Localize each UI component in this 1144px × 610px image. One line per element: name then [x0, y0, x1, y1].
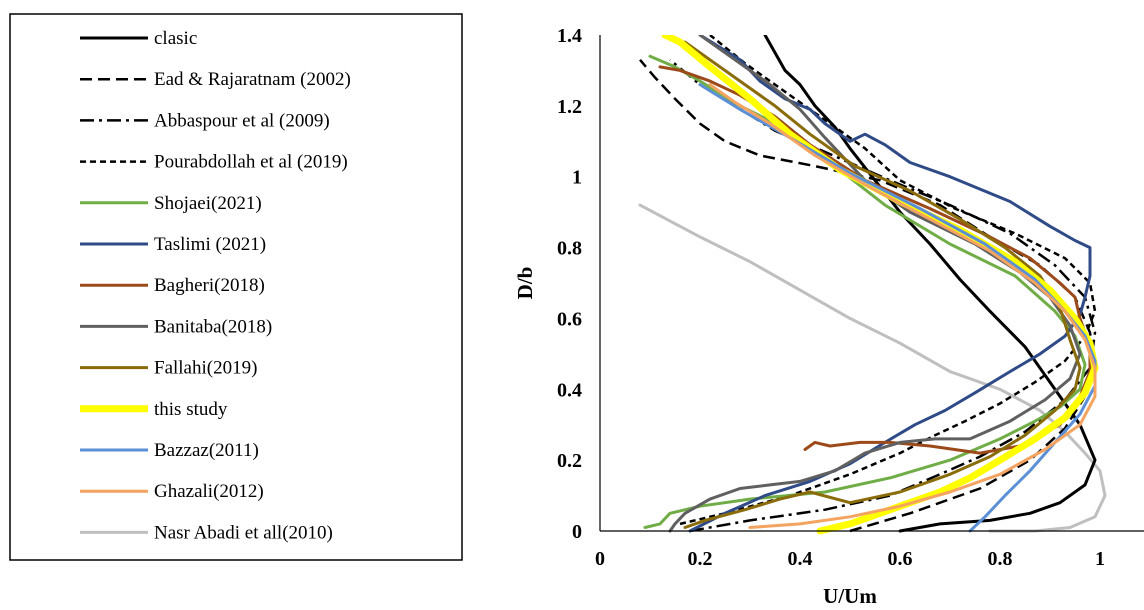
y-tick-label: 1 — [572, 167, 582, 189]
x-tick-label: 0.6 — [888, 548, 913, 570]
y-tick-label: 0.6 — [557, 308, 582, 330]
legend-item: Shojaei(2021) — [80, 193, 262, 214]
legend-label: this study — [154, 399, 228, 420]
series-line-7 — [658, 65, 1092, 455]
x-ticks: 0 0.2 0.4 0.6 0.8 1 — [595, 548, 1105, 570]
x-tick-label: 1 — [1095, 548, 1105, 570]
y-tick-label: 0.8 — [557, 238, 582, 260]
series-line-9 — [683, 40, 1082, 529]
x-tick-label: 0.2 — [688, 548, 713, 570]
series-line-8 — [668, 35, 1082, 533]
legend-item: Ead & Rajaratnam (2002) — [80, 69, 351, 90]
legend-item: this study — [80, 399, 228, 420]
y-ticks: 0 0.2 0.4 0.6 0.8 1 1.2 1.4 — [557, 25, 582, 543]
y-axis-title: D/b — [513, 267, 537, 300]
legend-label: Shojaei(2021) — [154, 193, 262, 214]
series-line-6 — [688, 35, 1092, 533]
legend-label: Banitaba(2018) — [154, 316, 272, 337]
y-tick-label: 0 — [572, 521, 582, 543]
series-line-4 — [679, 35, 1097, 526]
x-tick-label: 0.8 — [988, 548, 1013, 570]
series-line-3 — [669, 58, 1097, 533]
x-tick-label: 0 — [595, 548, 605, 570]
legend-label: Ead & Rajaratnam (2002) — [154, 69, 351, 90]
legend-item: Bagheri(2018) — [80, 275, 265, 296]
legend-label: Ghazali(2012) — [154, 481, 264, 502]
y-tick-label: 1.4 — [557, 25, 582, 47]
y-tick-label: 0.2 — [557, 450, 582, 472]
legend-label: Bazzaz(2011) — [154, 440, 259, 461]
series-line-1 — [763, 35, 1097, 533]
legend-border — [9, 13, 463, 561]
x-axis-title: U/Um — [823, 584, 877, 608]
legend-label: Fallahi(2019) — [154, 358, 257, 379]
legend-label: Abbaspour et al (2009) — [154, 110, 330, 131]
legend-item: Nasr Abadi et all(2010) — [80, 522, 333, 543]
legend-label: clasic — [154, 28, 197, 49]
series-line-10 — [661, 35, 1099, 535]
legend-items: clasic Ead & Rajaratnam (2002) Abbaspour e… — [80, 28, 351, 543]
series-layer — [638, 35, 1107, 535]
plot-area: 0 0.2 0.4 0.6 0.8 1 0 0.2 0.4 0.6 0.8 1 1.2 1.4 U/Um… — [513, 25, 1144, 608]
y-tick-label: 0.4 — [557, 379, 582, 401]
series-line-12 — [708, 83, 1097, 529]
x-tick-label: 0.4 — [788, 548, 813, 570]
y-tick-label: 1.2 — [557, 96, 582, 118]
series-line-5 — [643, 54, 1087, 529]
series-line-11 — [698, 83, 1097, 533]
legend-item: Taslimi (2021) — [80, 234, 266, 255]
legend-item: Ghazali(2012) — [80, 481, 264, 502]
legend-item: clasic — [80, 28, 197, 49]
legend-item: Banitaba(2018) — [80, 316, 272, 337]
legend-label: Bagheri(2018) — [154, 275, 265, 296]
legend: clasic Ead & Rajaratnam (2002) Abbaspour e… — [9, 13, 463, 561]
legend-item: Abbaspour et al (2009) — [80, 110, 330, 131]
legend-label: Nasr Abadi et all(2010) — [154, 522, 333, 543]
legend-label: Taslimi (2021) — [154, 234, 266, 255]
legend-item: Bazzaz(2011) — [80, 440, 259, 461]
series-line-13 — [638, 203, 1107, 533]
legend-item: Fallahi(2019) — [80, 358, 257, 379]
legend-item: Pourabdollah et al (2019) — [80, 152, 348, 173]
legend-label: Pourabdollah et al (2019) — [154, 152, 348, 173]
